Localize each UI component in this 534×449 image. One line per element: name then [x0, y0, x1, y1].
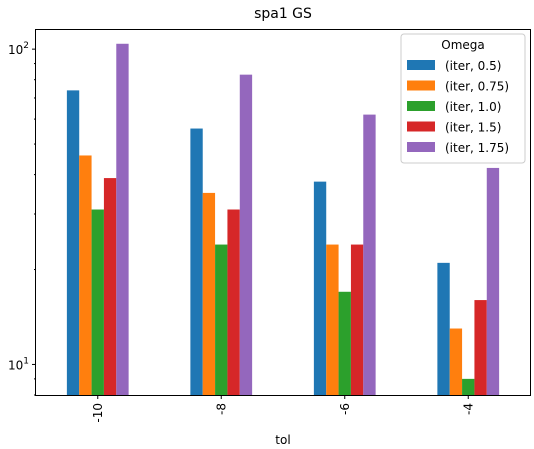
x-tick-label: -8 — [214, 403, 228, 415]
bar — [338, 291, 351, 395]
y-axis: 101 102 — [8, 41, 36, 396]
legend-label: (iter, 1.0) — [445, 100, 501, 114]
bar — [116, 43, 129, 396]
x-tick-label: -4 — [461, 403, 475, 415]
legend-swatch — [407, 142, 435, 152]
bar — [462, 378, 475, 395]
legend-label: (iter, 1.75) — [445, 141, 509, 155]
bar — [486, 167, 500, 395]
legend-swatch — [407, 60, 435, 70]
plot-frame — [35, 29, 531, 396]
bar — [66, 90, 80, 396]
bar — [79, 155, 92, 395]
legend-items: (iter, 0.5) (iter, 0.75) (iter, 1.0) (iter,… — [407, 59, 509, 155]
x-tick-label: -6 — [338, 403, 352, 415]
bar — [91, 209, 104, 395]
bar — [215, 244, 228, 395]
legend-label: (iter, 1.5) — [445, 121, 501, 135]
bar — [449, 328, 463, 395]
x-axis-label: tol — [275, 433, 290, 447]
bar — [363, 114, 376, 395]
legend-label: (iter, 0.5) — [445, 59, 501, 73]
x-tick-label: -10 — [91, 403, 105, 423]
bar — [474, 300, 487, 395]
chart-title: spa1 GS — [254, 6, 312, 22]
legend-title: Omega — [441, 38, 485, 52]
bar — [313, 181, 327, 395]
bar — [350, 244, 364, 395]
x-axis: -10 -8 -6 -4 — [91, 395, 475, 423]
bar — [103, 178, 117, 395]
legend: Omega (iter, 0.5) (iter, 0.75) (iter, 1.0)… — [400, 33, 526, 164]
bars-group — [66, 43, 500, 396]
bar — [326, 244, 339, 395]
legend-swatch — [407, 101, 435, 111]
bar — [437, 262, 450, 395]
bar — [227, 209, 240, 395]
y-tick-label: 101 — [8, 356, 29, 372]
bar — [239, 74, 253, 396]
bar — [202, 192, 216, 395]
legend-swatch — [407, 121, 435, 132]
bar — [190, 128, 203, 396]
legend-label: (iter, 0.75) — [445, 80, 509, 94]
y-tick-label: 102 — [8, 41, 29, 57]
legend-swatch — [407, 80, 435, 91]
